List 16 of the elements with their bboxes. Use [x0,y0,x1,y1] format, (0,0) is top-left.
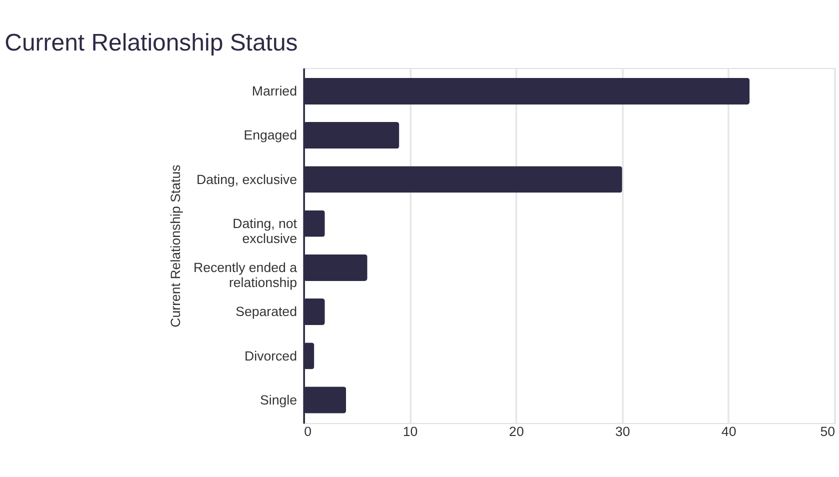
y-tick-label: Separated [236,304,297,320]
chart-title: Current Relationship Status [4,29,298,56]
y-axis-title: Current Relationship Status [168,164,184,328]
x-tick-label: 40 [721,424,736,440]
y-tick-label: Dating, exclusive [196,172,297,187]
x-tick-label: 0 [304,424,312,440]
y-tick-label: Single [260,392,297,408]
x-tick-label: 30 [615,424,630,440]
y-tick-label: Married [252,84,297,99]
y-tick-label: Dating, not exclusive [232,216,298,246]
y-tick-label: Recently ended a relationship [193,260,298,290]
y-tick-label: Engaged [244,128,297,143]
y-tick-label: Divorced [244,348,297,364]
x-tick-label: 10 [402,424,418,440]
x-tick-label: 50 [820,424,836,440]
x-tick-label: 20 [509,424,524,440]
